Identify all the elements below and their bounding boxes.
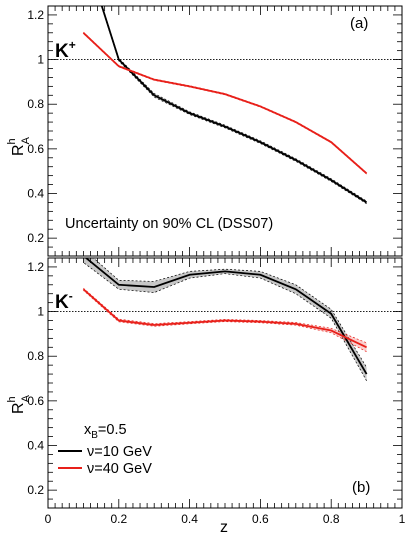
band-upper-b-0 — [92, 258, 367, 368]
band-b-0 — [83, 258, 367, 381]
y-axis-title-main-a: R — [10, 144, 27, 156]
y-axis-title-sup-a: h — [6, 138, 18, 144]
series-line-b-0 — [84, 258, 368, 375]
band-lower-b-0 — [83, 262, 367, 381]
x-axis-title: z — [220, 519, 228, 536]
ytick-label-b-5: 1.2 — [27, 260, 44, 274]
panel-b: 0.2 0.4 0.6 0.8 1 1.2 0 0.2 0.4 0.6 0.8 1 (b) K- Rh… — [6, 257, 406, 536]
band-upper-a-1 — [83, 31, 367, 174]
series-line-b-1 — [82, 288, 367, 349]
xtick-label-3: 0.6 — [252, 512, 269, 526]
band-upper-b-1 — [83, 287, 367, 344]
series-line-a-0 — [100, 6, 368, 204]
band-a-0 — [101, 6, 367, 204]
y-axis-title-b: Rh A — [6, 394, 32, 414]
band-lower-b-1 — [83, 290, 367, 353]
series-a — [82, 6, 368, 204]
legend-title-value: =0.5 — [98, 422, 127, 438]
y-axis-title-sup-b: h — [6, 396, 18, 402]
bands-a — [83, 6, 367, 205]
band-a-1 — [83, 32, 367, 175]
y-axis-title-main-b: R — [10, 402, 27, 414]
bands-b — [83, 258, 367, 381]
legend-label-10gev: ν=10 GeV — [87, 444, 152, 460]
ytick-label-a-5: 1.2 — [27, 8, 44, 22]
ytick-label-b-2: 0.6 — [27, 394, 44, 408]
ytick-label-b-3: 0.8 — [27, 349, 44, 363]
y-axis-title-sub-a: A — [20, 136, 32, 144]
particle-charge-a: + — [69, 38, 76, 52]
panel-label-a: (a) — [350, 15, 368, 32]
legend-title-sub: B — [91, 430, 98, 441]
xtick-label-4: 0.8 — [323, 512, 340, 526]
particle-charge-b: - — [69, 289, 73, 303]
ticks-b: 0.2 0.4 0.6 0.8 1 1.2 0 0.2 0.4 0.6 0.8 1 — [27, 257, 406, 526]
ytick-label-a-1: 0.4 — [27, 187, 44, 201]
ytick-label-a-4: 1 — [37, 53, 44, 67]
panel-a: 0.2 0.4 0.6 0.8 1 1.2 (a) K+ Uncertainty on 9… — [6, 5, 403, 257]
legend-title-main: x — [84, 422, 92, 438]
particle-label-b: K- — [55, 289, 73, 313]
band-lower-a-0 — [101, 6, 367, 205]
xtick-label-1: 0.2 — [110, 512, 127, 526]
ytick-label-b-0: 0.2 — [27, 483, 44, 497]
ytick-label-a-0: 0.2 — [27, 231, 44, 245]
series-line-a-1 — [82, 32, 368, 175]
ytick-label-b-1: 0.4 — [27, 439, 44, 453]
series-b — [82, 258, 368, 375]
xtick-label-5: 1 — [399, 512, 406, 526]
ticks-a: 0.2 0.4 0.6 0.8 1 1.2 — [27, 5, 402, 257]
ytick-label-a-2: 0.6 — [27, 142, 44, 156]
y-axis-title-sub-b: A — [20, 394, 32, 402]
xtick-label-0: 0 — [45, 512, 52, 526]
y-axis-title-a: Rh A — [6, 136, 32, 156]
svg-text:RhA: Rh A — [6, 394, 32, 414]
particle-label-a: K+ — [55, 38, 76, 62]
ytick-label-a-3: 0.8 — [27, 97, 44, 111]
xtick-label-2: 0.4 — [181, 512, 198, 526]
uncertainty-note: Uncertainty on 90% CL (DSS07) — [65, 216, 273, 232]
panel-label-b: (b) — [352, 479, 370, 496]
band-upper-a-0 — [101, 6, 367, 202]
ytick-label-b-4: 1 — [37, 305, 44, 319]
legend-title: xB=0.5 — [84, 422, 127, 441]
band-lower-a-1 — [83, 33, 367, 175]
legend-label-40gev: ν=40 GeV — [87, 461, 152, 477]
svg-text:RhA: Rh A — [6, 136, 32, 156]
legend: xB=0.5 ν=10 GeV ν=40 GeV — [58, 422, 152, 477]
